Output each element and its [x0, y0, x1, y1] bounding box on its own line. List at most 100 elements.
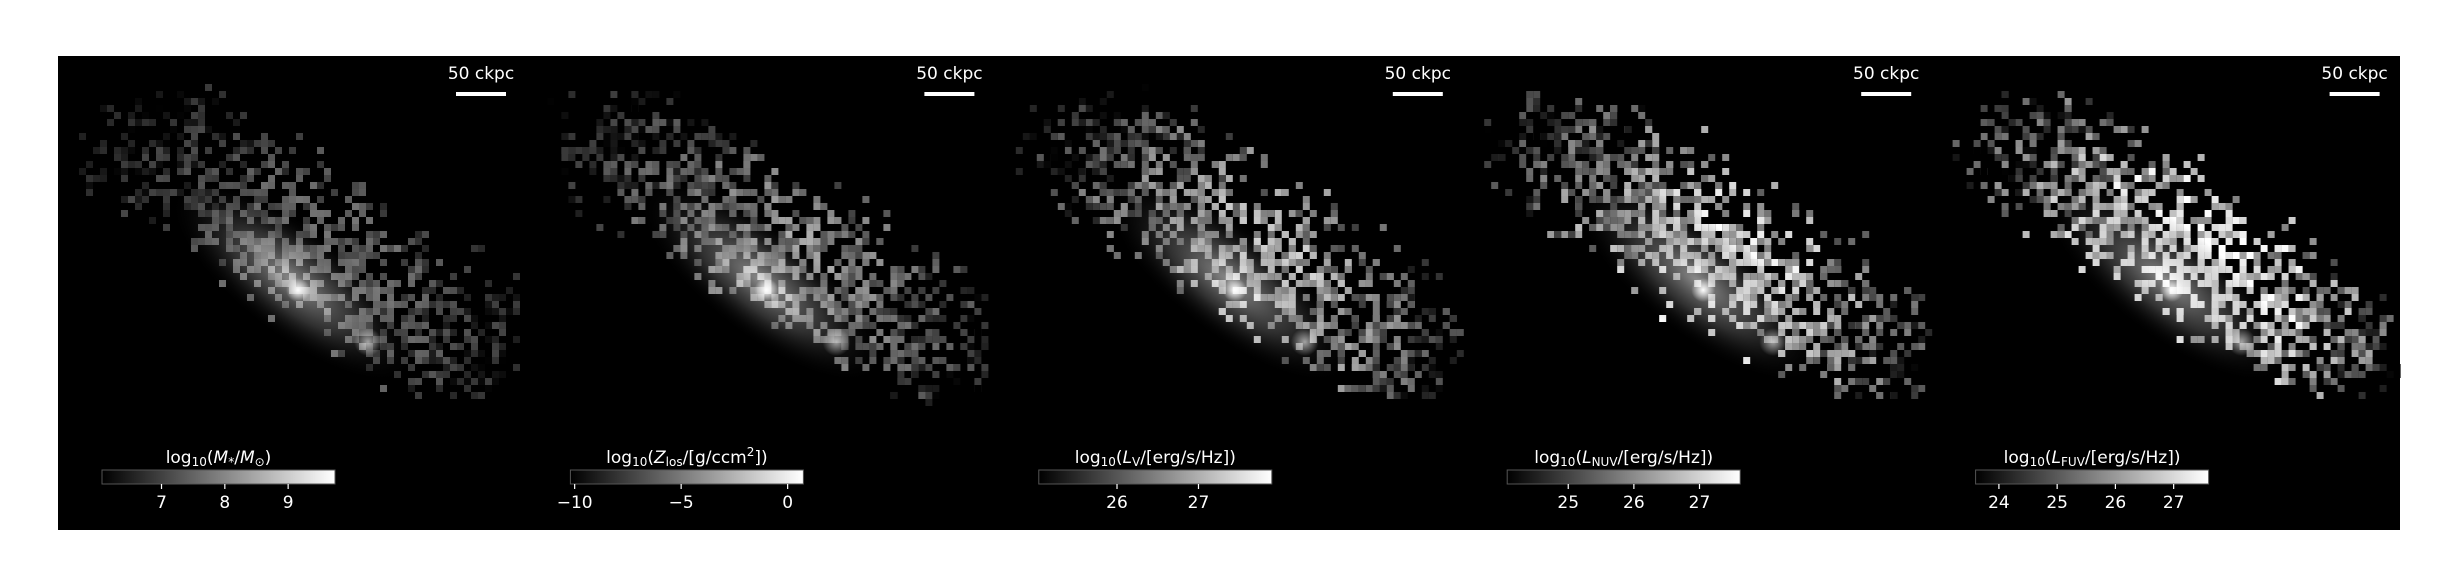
- pixel: [2134, 189, 2142, 196]
- pixel: [596, 133, 604, 140]
- pixel: [904, 273, 912, 280]
- pixel: [932, 357, 940, 364]
- pixel: [2036, 196, 2044, 203]
- pixel: [1533, 133, 1541, 140]
- pixel: [715, 140, 723, 147]
- pixel: [841, 252, 849, 259]
- pixel: [289, 203, 296, 210]
- pixel: [317, 196, 324, 203]
- pixel: [2323, 364, 2331, 371]
- pixel: [1876, 343, 1884, 350]
- pixel: [904, 343, 912, 350]
- pixel: [1288, 245, 1296, 252]
- pixel: [1848, 322, 1856, 329]
- pixel: [1421, 336, 1429, 343]
- pixel: [2043, 133, 2051, 140]
- pixel: [1526, 189, 1534, 196]
- pixel: [191, 112, 198, 119]
- pixel: [1428, 357, 1436, 364]
- pixel: [1162, 126, 1170, 133]
- pixel: [1890, 392, 1898, 399]
- pixel: [1358, 259, 1366, 266]
- pixel: [1582, 119, 1590, 126]
- pixel: [1218, 161, 1226, 168]
- pixel: [750, 140, 758, 147]
- pixel: [415, 252, 422, 259]
- pixel: [582, 133, 590, 140]
- pixel: [974, 308, 982, 315]
- pixel: [918, 343, 926, 350]
- pixel: [1176, 168, 1184, 175]
- pixel: [2309, 336, 2317, 343]
- pixel: [86, 182, 93, 189]
- pixel: [1057, 168, 1065, 175]
- pixel: [2043, 112, 2051, 119]
- pixel: [722, 140, 730, 147]
- pixel: [1337, 273, 1345, 280]
- pixel: [813, 238, 821, 245]
- pixel: [2379, 385, 2387, 392]
- pixel: [1099, 126, 1107, 133]
- pixel: [834, 182, 842, 189]
- pixel: [694, 175, 702, 182]
- pixel: [1568, 112, 1576, 119]
- pixel: [1561, 189, 1569, 196]
- pixel: [624, 196, 632, 203]
- pixel: [1869, 287, 1877, 294]
- pixel: [233, 133, 240, 140]
- pixel: [163, 203, 170, 210]
- pixel: [408, 273, 415, 280]
- pixel: [1169, 147, 1177, 154]
- pixel: [918, 301, 926, 308]
- pixel: [2351, 371, 2359, 378]
- pixel: [876, 294, 884, 301]
- pixel: [359, 245, 366, 252]
- pixel: [1449, 329, 1457, 336]
- pixel: [1526, 210, 1534, 217]
- pixel: [324, 175, 331, 182]
- pixel: [499, 329, 506, 336]
- pixel: [1309, 280, 1317, 287]
- pixel: [911, 266, 919, 273]
- colorbar-tick-label: 8: [219, 493, 230, 513]
- pixel: [1393, 280, 1401, 287]
- pixel: [771, 217, 779, 224]
- pixel: [862, 196, 870, 203]
- pixel: [1897, 322, 1905, 329]
- pixel: [974, 294, 982, 301]
- pixel: [149, 98, 156, 105]
- pixel: [2218, 252, 2226, 259]
- pixel: [1309, 273, 1317, 280]
- pixel: [1547, 112, 1555, 119]
- pixel: [603, 196, 611, 203]
- pixel: [610, 154, 618, 161]
- pixel: [883, 364, 891, 371]
- pixel: [2211, 203, 2219, 210]
- pixel: [2344, 301, 2352, 308]
- pixel: [1659, 168, 1667, 175]
- pixel: [911, 357, 919, 364]
- pixel: [2337, 336, 2345, 343]
- pixel: [478, 245, 485, 252]
- pixel: [1428, 308, 1436, 315]
- colorbar-tick-label: 26: [1623, 493, 1645, 513]
- pixel: [1309, 231, 1317, 238]
- pixel: [2281, 322, 2289, 329]
- pixel: [1729, 231, 1737, 238]
- pixel: [1918, 322, 1926, 329]
- pixel: [890, 308, 898, 315]
- pixel: [464, 308, 471, 315]
- pixel: [366, 245, 373, 252]
- pixel: [1652, 133, 1660, 140]
- pixel: [1162, 133, 1170, 140]
- pixel: [631, 182, 639, 189]
- pixel: [918, 364, 926, 371]
- pixel: [2295, 329, 2303, 336]
- pixel: [415, 378, 422, 385]
- pixel: [785, 196, 793, 203]
- pixel: [582, 189, 590, 196]
- pixel: [380, 245, 387, 252]
- pixel: [1519, 147, 1527, 154]
- pixel: [1778, 238, 1786, 245]
- pixel: [135, 119, 142, 126]
